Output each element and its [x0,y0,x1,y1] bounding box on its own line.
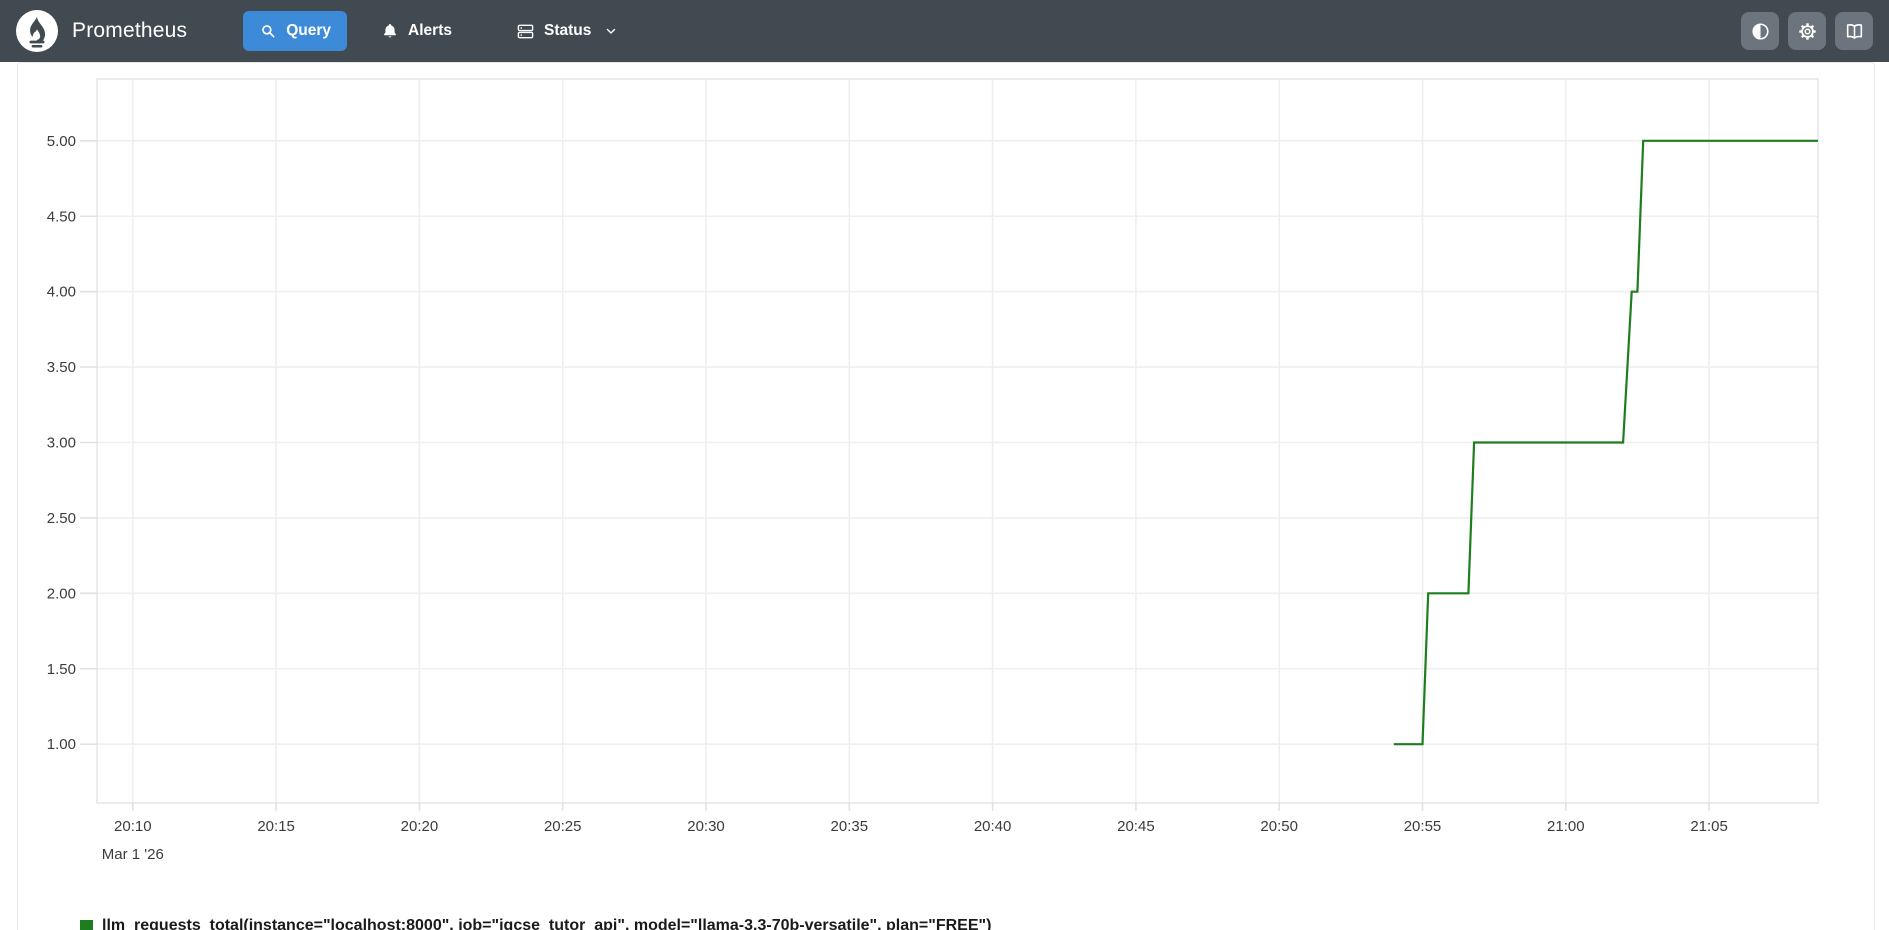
y-axis-label: 3.50 [47,359,76,376]
x-axis-label: 21:05 [1690,818,1728,835]
bell-icon [381,22,399,40]
theme-toggle-button[interactable] [1741,12,1779,50]
series-label: llm_requests_total(instance="localhost:8… [102,917,992,930]
navbar: Prometheus Query Alerts [0,0,1889,62]
y-axis-label: 1.50 [47,661,76,678]
plot-border [96,78,1819,804]
settings-button[interactable] [1788,12,1826,50]
search-icon [259,22,277,40]
y-axis-label: 1.00 [47,736,76,753]
x-axis-label: 20:40 [974,818,1012,835]
x-axis-label: 21:00 [1547,818,1585,835]
x-axis-label: 20:55 [1404,818,1442,835]
y-axis-label: 2.00 [47,585,76,602]
y-axis-label: 4.50 [47,208,76,225]
brand-title: Prometheus [72,19,188,42]
main-nav: Query Alerts [243,11,634,51]
x-axis-label: 20:50 [1260,818,1298,835]
navbar-actions [1741,12,1873,50]
contrast-half-circle-icon [1750,21,1771,42]
series-color-swatch [80,920,93,930]
x-axis-date-label: Mar 1 '26 [102,846,164,863]
nav-item-query[interactable]: Query [243,11,348,51]
y-axis-label: 3.00 [47,435,76,452]
y-axis-label: 2.50 [47,510,76,527]
nav-item-status-label: Status [543,22,592,39]
server-stack-icon [516,22,535,41]
x-axis-label: 20:30 [687,818,725,835]
y-axis-label: 5.00 [47,133,76,150]
x-axis-label: 20:20 [401,818,439,835]
chevron-down-icon [604,24,618,38]
legend-item[interactable]: llm_requests_total(instance="localhost:8… [80,913,991,930]
x-axis-label: 20:45 [1117,818,1155,835]
nav-item-status[interactable]: Status [500,11,634,51]
nav-item-query-label: Query [286,22,332,39]
series-line [1393,139,1818,746]
x-axis-label: 20:25 [544,818,582,835]
x-axis-label: 20:10 [114,818,152,835]
nav-item-alerts[interactable]: Alerts [365,11,468,51]
book-icon [1844,21,1865,42]
brand[interactable]: Prometheus [16,10,187,52]
x-axis-label: 20:15 [257,818,295,835]
prometheus-logo-icon [16,10,58,52]
gear-icon [1797,21,1818,42]
docs-button[interactable] [1835,12,1873,50]
x-axis-label: 20:35 [831,818,869,835]
y-axis-label: 4.00 [47,284,76,301]
nav-item-alerts-label: Alerts [408,22,452,39]
